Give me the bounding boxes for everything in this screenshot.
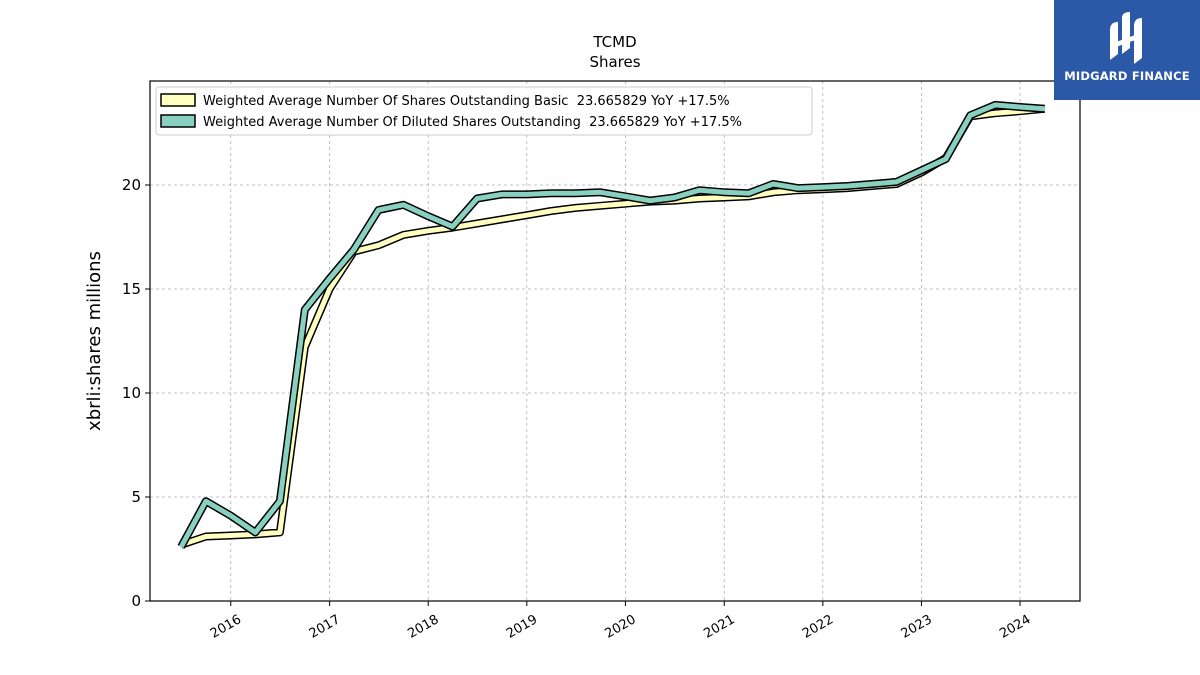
x-tick-label: 2019 bbox=[504, 612, 540, 642]
y-tick-label: 10 bbox=[122, 384, 141, 402]
y-axis-label: xbrli:shares millions bbox=[84, 251, 105, 431]
x-tick-label: 2016 bbox=[208, 612, 244, 642]
plot-frame bbox=[149, 80, 1081, 602]
grid-layer bbox=[150, 81, 1080, 601]
brand-name: MIDGARD FINANCE bbox=[1064, 69, 1190, 83]
chart-subtitle: Shares bbox=[589, 53, 640, 71]
legend-swatch-diluted bbox=[160, 114, 196, 128]
brand-logo: MIDGARD FINANCE bbox=[1054, 0, 1200, 100]
x-tick-label: 2018 bbox=[405, 612, 441, 642]
x-tick-label: 2017 bbox=[307, 612, 343, 642]
series-layer bbox=[177, 100, 1045, 549]
x-tick-label: 2024 bbox=[997, 612, 1033, 642]
x-tick-label: 2021 bbox=[701, 612, 737, 642]
y-tick-label: 20 bbox=[122, 176, 141, 194]
legend: Weighted Average Number Of Shares Outsta… bbox=[155, 86, 813, 136]
legend-label-diluted: Weighted Average Number Of Diluted Share… bbox=[203, 115, 742, 130]
legend-swatch-basic bbox=[160, 93, 196, 107]
midgard-logo-icon bbox=[1110, 12, 1142, 64]
x-tick-label: 2023 bbox=[899, 612, 935, 642]
chart-title: TCMD bbox=[592, 33, 636, 51]
legend-frame bbox=[155, 86, 813, 136]
series-line-1 bbox=[178, 102, 1045, 549]
y-tick-label: 0 bbox=[131, 592, 141, 610]
y-tick-label: 15 bbox=[122, 280, 141, 298]
x-tick-label: 2020 bbox=[603, 612, 639, 642]
y-tick-label: 5 bbox=[131, 488, 141, 506]
legend-label-basic: Weighted Average Number Of Shares Outsta… bbox=[203, 94, 730, 109]
x-tick-label: 2022 bbox=[800, 612, 836, 642]
